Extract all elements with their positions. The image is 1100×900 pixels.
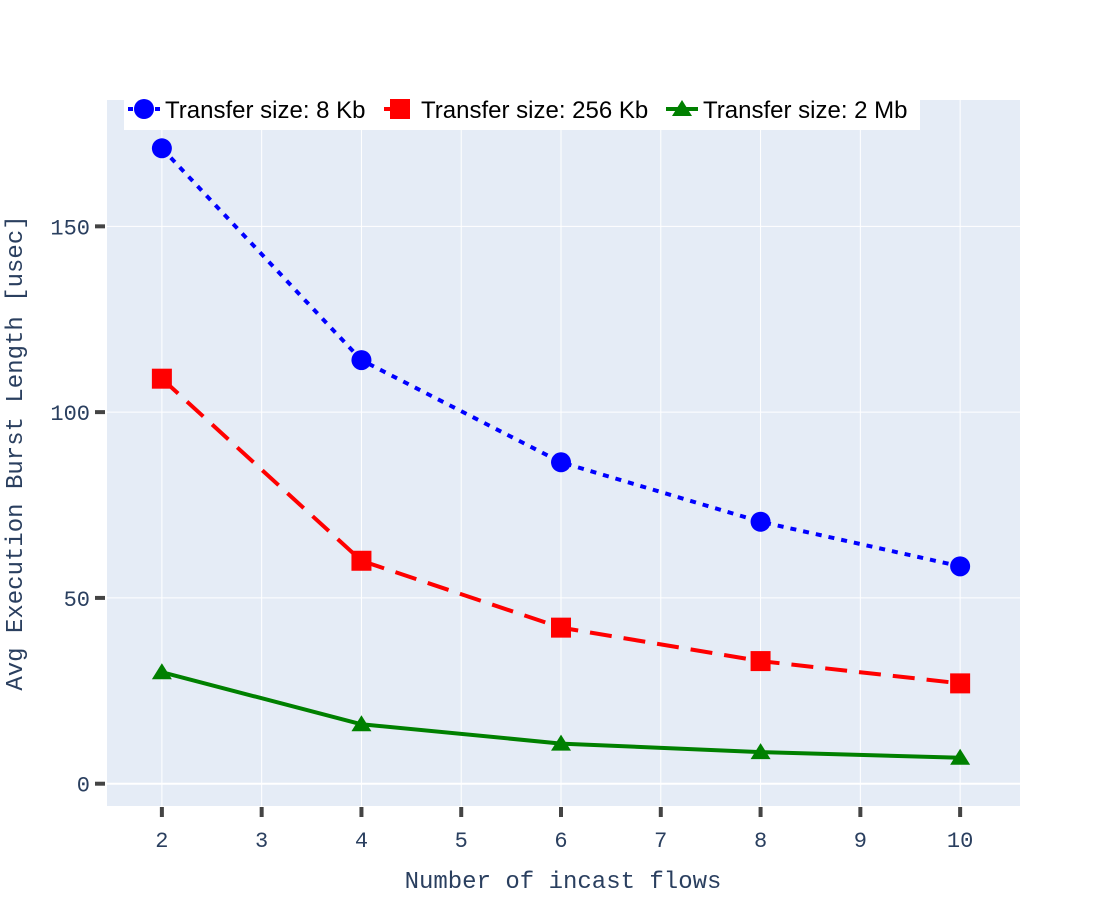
legend-item: Transfer size: 8 Kb — [128, 97, 366, 124]
series — [151, 138, 971, 765]
y-tick-label: 0 — [77, 774, 90, 799]
legend-marker — [672, 100, 692, 116]
data-point — [151, 368, 172, 389]
legend-marker — [390, 99, 410, 119]
data-point — [351, 550, 372, 571]
data-point — [551, 452, 572, 473]
series-2 — [151, 368, 971, 694]
x-tick-label: 8 — [754, 829, 767, 854]
legend: Transfer size: 8 Kb Transfer size: 256 Kb… — [124, 88, 920, 130]
legend-item: Transfer size: 2 Mb — [666, 97, 908, 124]
legend-label: Transfer size: 2 Mb — [703, 97, 908, 124]
series-3 — [151, 663, 971, 765]
data-point — [551, 617, 572, 638]
y-tick-label: 100 — [50, 402, 90, 427]
y-tick-label: 150 — [50, 216, 90, 241]
data-point — [950, 673, 971, 694]
data-point — [151, 663, 172, 680]
data-point — [151, 138, 172, 159]
data-point — [750, 651, 771, 672]
data-point — [950, 748, 971, 765]
data-point — [551, 734, 572, 751]
data-point — [750, 743, 771, 760]
data-point — [351, 715, 372, 732]
legend-item: Transfer size: 256 Kb — [384, 97, 648, 124]
x-axis-title: Number of incast flows — [405, 869, 722, 896]
series-1 — [151, 138, 971, 577]
x-tick-label: 9 — [854, 829, 867, 854]
data-point — [351, 350, 372, 371]
x-tick-label: 4 — [355, 829, 368, 854]
x-tick-label: 5 — [455, 829, 468, 854]
grid — [107, 100, 1020, 806]
legend-label: Transfer size: 256 Kb — [421, 97, 648, 124]
x-tick-label: 7 — [654, 829, 667, 854]
data-point — [950, 556, 971, 577]
legend-box — [124, 88, 920, 130]
x-tick-label: 2 — [155, 829, 168, 854]
x-tick-label: 3 — [255, 829, 268, 854]
y-tick-label: 50 — [64, 588, 90, 613]
data-point — [750, 511, 771, 532]
y-axis-title: Avg Execution Burst Length [usec] — [3, 215, 30, 690]
legend-label: Transfer size: 8 Kb — [165, 97, 366, 124]
legend-marker — [134, 99, 154, 119]
x-tick-label: 6 — [554, 829, 567, 854]
x-tick-label: 10 — [947, 829, 973, 854]
